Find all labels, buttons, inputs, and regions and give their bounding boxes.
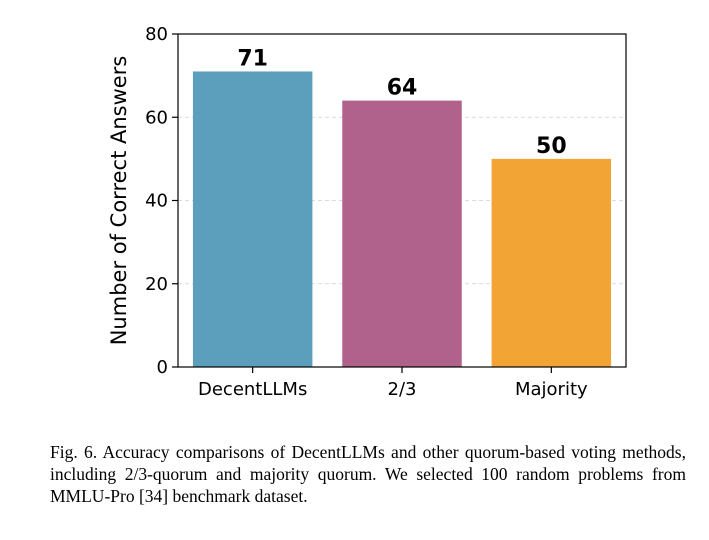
value-labels: 71 64 50: [237, 46, 566, 158]
bar-value-label: 64: [387, 76, 418, 101]
y-axis-label: Number of Correct Answers: [107, 56, 131, 346]
y-tick-label: 60: [145, 107, 168, 128]
x-tick-label: DecentLLMs: [198, 379, 307, 400]
x-tick-label: 2/3: [388, 379, 417, 400]
bar-1: [342, 100, 462, 367]
y-axis-ticks: 0 20 40 60 80: [145, 24, 178, 378]
bar-2: [491, 158, 612, 367]
bar-chart: 0 20 40 60 80 DecentLLMs 2/3 Majority 71 64 50 N…: [107, 24, 627, 400]
x-tick-label: Majority: [515, 379, 588, 400]
x-axis-ticks: DecentLLMs 2/3 Majority: [198, 367, 588, 400]
y-tick-label: 40: [145, 191, 168, 212]
bar-0: [192, 71, 313, 368]
plot-frame: [177, 33, 627, 368]
bar-value-label: 50: [536, 134, 567, 159]
y-tick-label: 0: [157, 357, 168, 378]
bar-value-label: 71: [237, 46, 268, 71]
y-tick-label: 80: [145, 24, 168, 45]
bars: [192, 71, 612, 368]
y-tick-label: 20: [145, 274, 168, 295]
figure-caption: Fig. 6. Accuracy comparisons of DecentLL…: [50, 442, 686, 506]
